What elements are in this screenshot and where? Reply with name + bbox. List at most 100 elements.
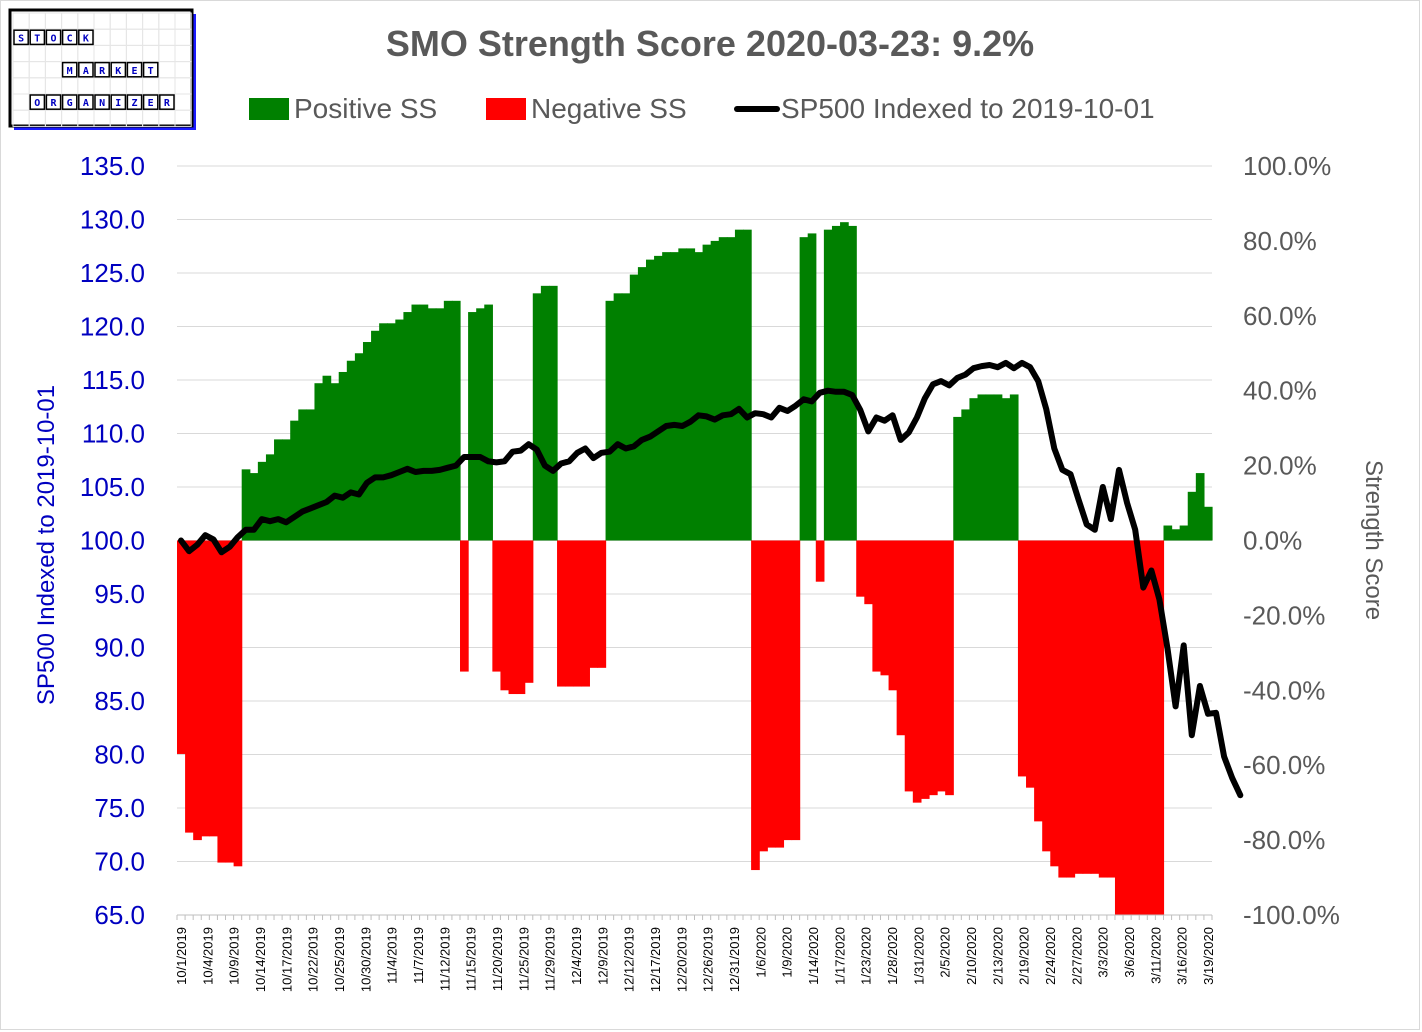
logo-letter-box <box>61 94 78 110</box>
positive-ss-bar <box>362 342 372 541</box>
negative-ss-bar <box>920 540 930 799</box>
positive-ss-bar <box>274 439 283 541</box>
negative-ss-bar <box>1114 540 1124 915</box>
logo-letter: A <box>83 66 89 77</box>
y-right-tick-label: 100.0% <box>1243 151 1331 181</box>
y-left-tick-label: 120.0 <box>80 312 145 342</box>
positive-ss-bar <box>1009 394 1019 541</box>
negative-ss-bar <box>209 540 219 837</box>
positive-ss-bar <box>484 304 493 541</box>
y-right-tick-label: -100.0% <box>1243 900 1340 930</box>
negative-ss-bar <box>193 540 202 841</box>
negative-ss-bar <box>1090 540 1100 874</box>
positive-ss-bar <box>427 308 437 541</box>
positive-ss-bar <box>734 229 744 541</box>
positive-ss-bar <box>807 233 817 541</box>
negative-ss-bar <box>557 540 566 687</box>
x-tick-label: 12/9/2019 <box>595 927 610 985</box>
positive-ss-bar <box>1179 525 1189 541</box>
negative-ss-bar <box>524 540 534 683</box>
logo-letter-box <box>142 61 159 78</box>
x-tick-label: 3/11/2020 <box>1148 927 1163 984</box>
logo-letter-box <box>159 94 175 110</box>
x-tick-label: 2/27/2020 <box>1069 927 1084 985</box>
x-tick-label: 10/14/2019 <box>253 927 268 992</box>
logo-letter: I <box>115 98 121 109</box>
y-right-tick-label: 0.0% <box>1243 526 1302 556</box>
y-left-tick-label: 70.0 <box>94 847 145 877</box>
y-right-tick-label: 80.0% <box>1243 226 1317 256</box>
negative-ss-bar <box>233 540 243 867</box>
logo-letter: E <box>131 66 137 77</box>
positive-ss-bar <box>379 323 388 541</box>
y-right-tick-label: -40.0% <box>1243 675 1325 705</box>
y-left-tick-label: 115.0 <box>82 365 145 395</box>
positive-ss-bar <box>451 300 461 541</box>
logo-letter-box <box>13 29 29 46</box>
negative-ss-bar <box>573 540 582 687</box>
positive-ss-bar <box>443 300 453 541</box>
negative-ss-bar <box>1050 540 1059 867</box>
negative-ss-bar <box>225 540 235 863</box>
negative-ss-bar <box>565 540 574 687</box>
x-tick-label: 10/9/2019 <box>227 927 242 985</box>
legend: Positive SS Negative SS SP500 Indexed to 2… <box>249 93 1155 124</box>
x-tick-label: 12/31/2019 <box>727 927 742 992</box>
y-right-tick-label: -80.0% <box>1243 825 1325 855</box>
sp500-line <box>178 359 1244 799</box>
positive-ss-bar <box>1195 473 1205 541</box>
logo-letter: T <box>148 66 154 77</box>
positive-ss-bar <box>338 371 348 541</box>
logo-letter-box <box>45 29 62 46</box>
positive-ss-bar <box>637 267 647 541</box>
negative-ss-bar <box>896 540 906 736</box>
positive-ss-bar <box>629 274 639 541</box>
positive-ss-bar <box>718 237 728 541</box>
positive-ss-bar <box>799 237 809 541</box>
negative-ss-bar <box>1123 540 1132 915</box>
negative-ss-bar <box>880 540 890 676</box>
positive-ss-bar <box>476 308 485 541</box>
y-right-tick-label: 20.0% <box>1243 451 1317 481</box>
negative-ss-bar <box>767 540 776 848</box>
negative-ss-bar <box>1155 540 1165 915</box>
logo-letter-box <box>78 29 94 46</box>
negative-ss-bar <box>589 540 599 668</box>
positive-ss-bar <box>306 409 316 541</box>
logo-letter-box <box>94 94 110 110</box>
positive-ss-bar <box>993 394 1003 541</box>
positive-ss-bar <box>395 319 405 541</box>
x-tick-label: 1/6/2020 <box>753 927 768 978</box>
positive-ss-bar <box>840 222 849 541</box>
negative-ss-bar <box>1034 540 1043 822</box>
positive-ss-bar <box>710 240 720 541</box>
negative-ss-bar <box>460 540 469 672</box>
positive-ss-bar <box>540 285 550 541</box>
y-left-tick-label: 65.0 <box>94 900 145 930</box>
y-left-tick-label: 110.0 <box>82 419 145 449</box>
logo-letter-box <box>61 29 78 46</box>
x-tick-label: 2/5/2020 <box>938 927 953 978</box>
negative-ss-bar <box>201 540 210 837</box>
y-right-tick-label: 40.0% <box>1243 376 1317 406</box>
negative-ss-bar <box>1082 540 1092 874</box>
y-left-tick-label: 125.0 <box>80 258 145 288</box>
positive-ss-bar <box>1203 506 1213 541</box>
x-tick-label: 2/24/2020 <box>1043 927 1058 985</box>
negative-ss-bar <box>775 540 785 848</box>
positive-ss-bar <box>848 225 857 541</box>
y-right-axis-title: Strength Score <box>1360 460 1387 620</box>
negative-ss-bar <box>856 540 865 597</box>
negative-ss-bar <box>516 540 526 695</box>
negative-ss-bar <box>508 540 518 695</box>
logo-letter: K <box>83 33 89 44</box>
positive-ss-bar <box>532 293 542 541</box>
x-tick-label: 11/4/2019 <box>385 927 400 984</box>
negative-ss-bar <box>1058 540 1068 878</box>
logo-letter: M <box>67 66 73 77</box>
y-left-tick-label: 100.0 <box>80 526 145 556</box>
y-axis-left: 135.0 130.0 125.0 120.0 115.0 110.0 105.0 100.0… <box>80 151 145 930</box>
negative-ss-bar <box>597 540 607 668</box>
logo-letter-box <box>61 61 78 78</box>
legend-sp500-label: SP500 Indexed to 2019-10-01 <box>781 93 1155 124</box>
